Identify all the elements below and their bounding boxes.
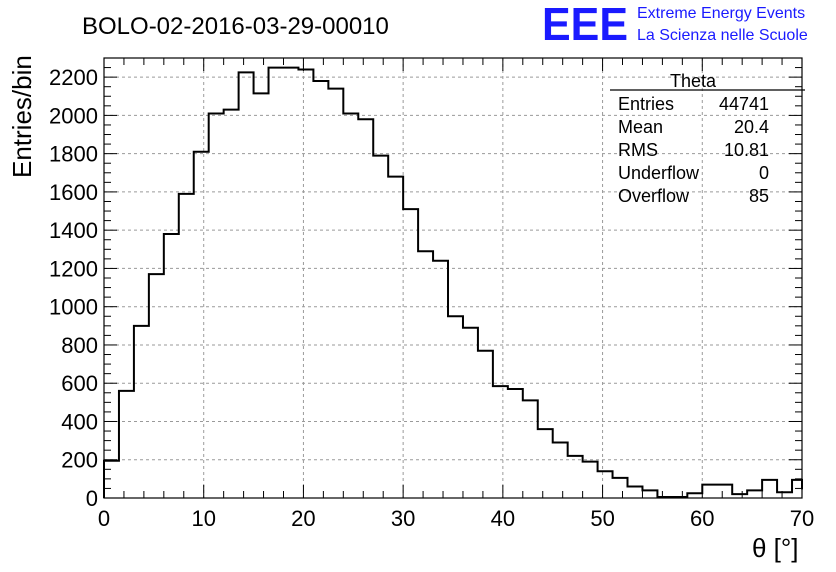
y-tick-label: 800: [61, 333, 98, 358]
x-tick-label: 0: [98, 506, 110, 531]
stats-rows: Entries 44741 Mean 20.4 RMS 10.81 Underflow 0 Ov…: [618, 94, 769, 206]
y-tick-label: 200: [61, 448, 98, 473]
stats-row-label: Entries: [618, 94, 674, 114]
x-tick-label: 40: [491, 506, 515, 531]
stats-row-label: Overflow: [618, 186, 690, 206]
x-axis-title: θ [°]: [752, 533, 799, 563]
stats-box: Theta Entries 44741 Mean 20.4 RMS 10.81 Underf…: [610, 71, 805, 206]
tick-labels: 0 10 20 30 40 50 60 70 0 200 400 600 800 1000 1200 1400…: [49, 65, 814, 531]
x-tick-label: 50: [590, 506, 614, 531]
y-tick-label: 600: [61, 371, 98, 396]
x-tick-label: 70: [790, 506, 814, 531]
y-tick-label: 0: [86, 486, 98, 511]
logo-line1: Extreme Energy Events: [637, 5, 805, 22]
stats-row-value: 85: [749, 186, 769, 206]
y-tick-label: 1800: [49, 142, 98, 167]
stats-row-label: Underflow: [618, 163, 700, 183]
y-tick-label: 400: [61, 409, 98, 434]
y-tick-label: 1600: [49, 180, 98, 205]
y-tick-label: 1000: [49, 295, 98, 320]
stats-row-value: 44741: [719, 94, 769, 114]
x-tick-label: 20: [291, 506, 315, 531]
stats-row-label: Mean: [618, 117, 663, 137]
y-axis-title: Entries/bin: [7, 55, 37, 178]
plot-frame: [103, 57, 803, 499]
eee-logo: EEE Extreme Energy Events La Scienza nel…: [542, 0, 808, 50]
y-tick-label: 1400: [49, 218, 98, 243]
x-tick-label: 60: [690, 506, 714, 531]
y-tick-label: 2200: [49, 65, 98, 90]
stats-row-value: 20.4: [734, 117, 769, 137]
logo-letters: EEE: [542, 0, 628, 50]
chart-title: BOLO-02-2016-03-29-00010: [82, 13, 389, 40]
stats-row-label: RMS: [618, 140, 658, 160]
x-tick-label: 10: [191, 506, 215, 531]
y-tick-label: 2000: [49, 103, 98, 128]
logo-line2: La Scienza nelle Scuole: [637, 27, 808, 44]
histogram-line: [103, 66, 803, 499]
stats-row-value: 0: [759, 163, 769, 183]
x-tick-label: 30: [391, 506, 415, 531]
y-tick-label: 1200: [49, 256, 98, 281]
stats-row-value: 10.81: [724, 140, 769, 160]
grid-lines: [104, 58, 802, 498]
stats-name: Theta: [670, 71, 717, 91]
